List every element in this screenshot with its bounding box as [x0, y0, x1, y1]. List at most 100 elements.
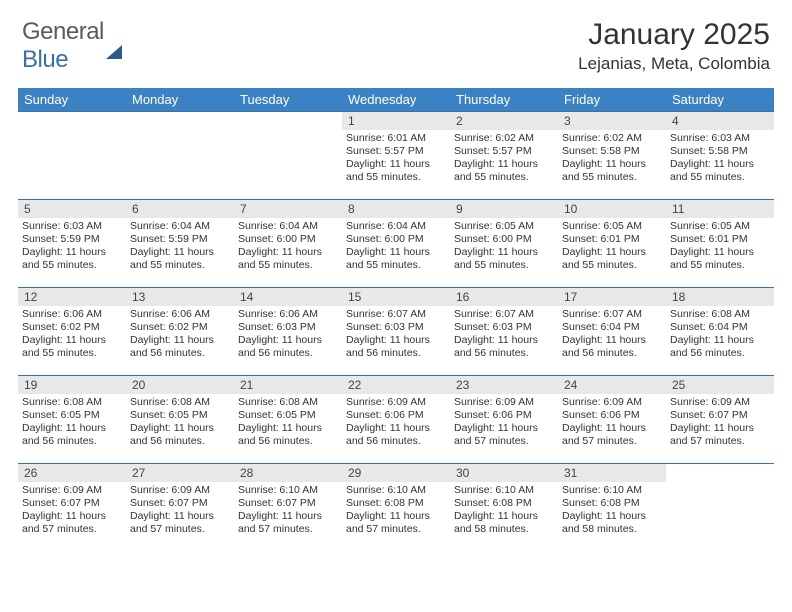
calendar-row: 5Sunrise: 6:03 AMSunset: 5:59 PMDaylight…: [18, 200, 774, 288]
day-details: Sunrise: 6:09 AMSunset: 6:06 PMDaylight:…: [450, 394, 558, 453]
calendar-row: 1Sunrise: 6:01 AMSunset: 5:57 PMDaylight…: [18, 112, 774, 200]
calendar-cell: [18, 112, 126, 200]
day-details: Sunrise: 6:10 AMSunset: 6:08 PMDaylight:…: [342, 482, 450, 541]
day-number: 3: [558, 112, 666, 130]
day-number: [234, 112, 342, 130]
calendar-cell: 7Sunrise: 6:04 AMSunset: 6:00 PMDaylight…: [234, 200, 342, 288]
day-number: 9: [450, 200, 558, 218]
day-number: 5: [18, 200, 126, 218]
calendar-cell: 17Sunrise: 6:07 AMSunset: 6:04 PMDayligh…: [558, 288, 666, 376]
calendar-cell: 30Sunrise: 6:10 AMSunset: 6:08 PMDayligh…: [450, 464, 558, 552]
calendar-cell: 4Sunrise: 6:03 AMSunset: 5:58 PMDaylight…: [666, 112, 774, 200]
day-details: Sunrise: 6:01 AMSunset: 5:57 PMDaylight:…: [342, 130, 450, 189]
day-number: 15: [342, 288, 450, 306]
weekday-header: Sunday: [18, 88, 126, 112]
calendar-cell: 6Sunrise: 6:04 AMSunset: 5:59 PMDaylight…: [126, 200, 234, 288]
day-details: Sunrise: 6:05 AMSunset: 6:01 PMDaylight:…: [558, 218, 666, 277]
calendar-cell: 12Sunrise: 6:06 AMSunset: 6:02 PMDayligh…: [18, 288, 126, 376]
day-number: 18: [666, 288, 774, 306]
calendar-cell: 22Sunrise: 6:09 AMSunset: 6:06 PMDayligh…: [342, 376, 450, 464]
day-number: 7: [234, 200, 342, 218]
day-details: Sunrise: 6:09 AMSunset: 6:06 PMDaylight:…: [342, 394, 450, 453]
day-number: 6: [126, 200, 234, 218]
day-details: Sunrise: 6:08 AMSunset: 6:05 PMDaylight:…: [126, 394, 234, 453]
header: General Blue January 2025 Lejanias, Meta…: [0, 0, 792, 82]
day-number: 10: [558, 200, 666, 218]
day-details: Sunrise: 6:06 AMSunset: 6:02 PMDaylight:…: [18, 306, 126, 365]
day-details: Sunrise: 6:06 AMSunset: 6:02 PMDaylight:…: [126, 306, 234, 365]
calendar-cell: 3Sunrise: 6:02 AMSunset: 5:58 PMDaylight…: [558, 112, 666, 200]
brand-part2: Blue: [22, 46, 68, 73]
day-details: Sunrise: 6:04 AMSunset: 5:59 PMDaylight:…: [126, 218, 234, 277]
calendar-cell: 5Sunrise: 6:03 AMSunset: 5:59 PMDaylight…: [18, 200, 126, 288]
calendar-cell: 24Sunrise: 6:09 AMSunset: 6:06 PMDayligh…: [558, 376, 666, 464]
day-details: Sunrise: 6:05 AMSunset: 6:01 PMDaylight:…: [666, 218, 774, 277]
title-block: January 2025 Lejanias, Meta, Colombia: [578, 18, 770, 74]
calendar-table: SundayMondayTuesdayWednesdayThursdayFrid…: [18, 88, 774, 552]
day-number: 26: [18, 464, 126, 482]
calendar-cell: 9Sunrise: 6:05 AMSunset: 6:00 PMDaylight…: [450, 200, 558, 288]
day-details: Sunrise: 6:09 AMSunset: 6:07 PMDaylight:…: [126, 482, 234, 541]
weekday-header: Monday: [126, 88, 234, 112]
day-details: Sunrise: 6:07 AMSunset: 6:03 PMDaylight:…: [450, 306, 558, 365]
calendar-cell: 18Sunrise: 6:08 AMSunset: 6:04 PMDayligh…: [666, 288, 774, 376]
day-number: 11: [666, 200, 774, 218]
day-details: Sunrise: 6:04 AMSunset: 6:00 PMDaylight:…: [342, 218, 450, 277]
calendar-cell: 31Sunrise: 6:10 AMSunset: 6:08 PMDayligh…: [558, 464, 666, 552]
calendar-cell: 28Sunrise: 6:10 AMSunset: 6:07 PMDayligh…: [234, 464, 342, 552]
calendar-cell: 20Sunrise: 6:08 AMSunset: 6:05 PMDayligh…: [126, 376, 234, 464]
day-number: 19: [18, 376, 126, 394]
day-details: Sunrise: 6:05 AMSunset: 6:00 PMDaylight:…: [450, 218, 558, 277]
calendar-cell: 1Sunrise: 6:01 AMSunset: 5:57 PMDaylight…: [342, 112, 450, 200]
calendar-cell: 10Sunrise: 6:05 AMSunset: 6:01 PMDayligh…: [558, 200, 666, 288]
day-number: 29: [342, 464, 450, 482]
day-number: 4: [666, 112, 774, 130]
day-number: 20: [126, 376, 234, 394]
month-title: January 2025: [578, 18, 770, 52]
day-details: Sunrise: 6:10 AMSunset: 6:08 PMDaylight:…: [450, 482, 558, 541]
day-number: 28: [234, 464, 342, 482]
day-number: 16: [450, 288, 558, 306]
day-number: 23: [450, 376, 558, 394]
brand-part1: General: [22, 18, 104, 45]
calendar-cell: [234, 112, 342, 200]
weekday-header: Wednesday: [342, 88, 450, 112]
weekday-header: Tuesday: [234, 88, 342, 112]
day-number: 17: [558, 288, 666, 306]
day-number: 13: [126, 288, 234, 306]
day-number: [126, 112, 234, 130]
day-details: Sunrise: 6:10 AMSunset: 6:07 PMDaylight:…: [234, 482, 342, 541]
day-details: Sunrise: 6:09 AMSunset: 6:06 PMDaylight:…: [558, 394, 666, 453]
day-details: Sunrise: 6:09 AMSunset: 6:07 PMDaylight:…: [666, 394, 774, 453]
calendar-cell: 27Sunrise: 6:09 AMSunset: 6:07 PMDayligh…: [126, 464, 234, 552]
calendar-cell: 11Sunrise: 6:05 AMSunset: 6:01 PMDayligh…: [666, 200, 774, 288]
calendar-body: 1Sunrise: 6:01 AMSunset: 5:57 PMDaylight…: [18, 112, 774, 552]
day-number: 24: [558, 376, 666, 394]
day-details: Sunrise: 6:02 AMSunset: 5:58 PMDaylight:…: [558, 130, 666, 189]
calendar-cell: 13Sunrise: 6:06 AMSunset: 6:02 PMDayligh…: [126, 288, 234, 376]
day-details: Sunrise: 6:08 AMSunset: 6:05 PMDaylight:…: [234, 394, 342, 453]
brand-text: General Blue: [22, 18, 122, 74]
calendar-cell: 14Sunrise: 6:06 AMSunset: 6:03 PMDayligh…: [234, 288, 342, 376]
day-number: [18, 112, 126, 130]
day-details: Sunrise: 6:04 AMSunset: 6:00 PMDaylight:…: [234, 218, 342, 277]
calendar-row: 19Sunrise: 6:08 AMSunset: 6:05 PMDayligh…: [18, 376, 774, 464]
calendar-row: 26Sunrise: 6:09 AMSunset: 6:07 PMDayligh…: [18, 464, 774, 552]
day-number: 25: [666, 376, 774, 394]
location: Lejanias, Meta, Colombia: [578, 54, 770, 74]
day-number: 1: [342, 112, 450, 130]
day-number: 30: [450, 464, 558, 482]
weekday-header-row: SundayMondayTuesdayWednesdayThursdayFrid…: [18, 88, 774, 112]
triangle-icon: [106, 18, 122, 59]
calendar-cell: 21Sunrise: 6:08 AMSunset: 6:05 PMDayligh…: [234, 376, 342, 464]
calendar-cell: 23Sunrise: 6:09 AMSunset: 6:06 PMDayligh…: [450, 376, 558, 464]
day-number: 22: [342, 376, 450, 394]
brand-logo: General Blue: [22, 18, 122, 74]
day-number: 14: [234, 288, 342, 306]
day-number: [666, 464, 774, 482]
calendar-cell: 16Sunrise: 6:07 AMSunset: 6:03 PMDayligh…: [450, 288, 558, 376]
weekday-header: Friday: [558, 88, 666, 112]
calendar-cell: 2Sunrise: 6:02 AMSunset: 5:57 PMDaylight…: [450, 112, 558, 200]
day-details: Sunrise: 6:09 AMSunset: 6:07 PMDaylight:…: [18, 482, 126, 541]
calendar-cell: [126, 112, 234, 200]
